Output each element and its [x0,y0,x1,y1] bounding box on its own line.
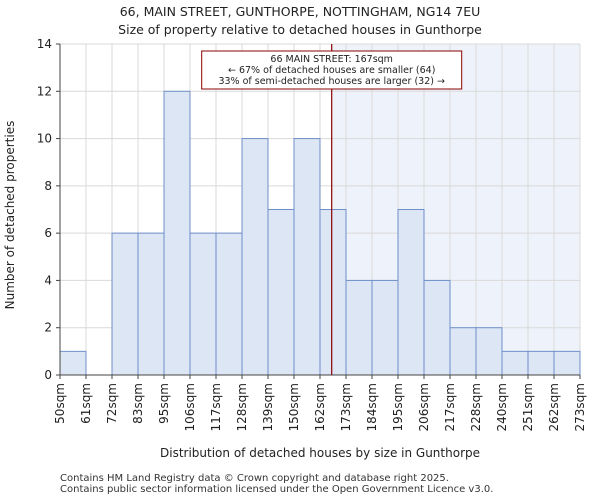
x-tick-label: 262sqm [547,383,561,431]
x-tick-label: 117sqm [209,383,223,431]
bar [189,232,217,376]
x-tick-label: 173sqm [339,383,353,431]
annotation-line: 66 MAIN STREET: 167sqm [270,54,393,65]
bar [163,90,191,376]
x-tick-label: 128sqm [235,383,249,431]
bar [501,350,529,376]
bar-chart: 0 2 4 6 8 10 12 14 50sqm 61sqm 72sqm 83sqm 95sqm 106s… [3,37,587,460]
x-tick-label: 150sqm [287,383,301,431]
bar [527,350,555,376]
y-tick-label: 12 [37,84,52,98]
y-axis-label: Number of detached properties [3,121,17,310]
y-tick-label: 4 [44,273,52,287]
bar [241,138,269,376]
x-axis-label: Distribution of detached houses by size … [160,446,480,460]
chart-title: 66, MAIN STREET, GUNTHORPE, NOTTINGHAM, … [119,4,481,19]
annotation-line: ← 67% of detached houses are smaller (64… [228,65,435,76]
y-tick-label: 6 [44,226,52,240]
annotation-box [201,50,463,90]
bar [449,327,477,376]
x-tick-label: 50sqm [53,383,67,424]
bar [137,232,165,376]
bar [59,350,87,376]
x-tick-label: 72sqm [105,383,119,424]
bar [397,209,425,376]
y-tick-label: 0 [44,368,52,382]
x-tick-label: 95sqm [157,383,171,424]
bar [475,327,503,376]
x-tick-label: 106sqm [183,383,197,431]
x-tick-label: 273sqm [573,383,587,431]
x-tick-label: 206sqm [417,383,431,431]
x-tick-label: 228sqm [469,383,483,431]
y-tick-label: 10 [37,132,52,146]
bar [267,209,295,376]
x-tick-label: 195sqm [391,383,405,431]
footer-licence: Contains public sector information licen… [60,484,494,495]
bar [111,232,139,376]
x-tick-label: 139sqm [261,383,275,431]
bar [553,350,581,376]
x-tick-label: 217sqm [443,383,457,431]
bar [345,279,373,376]
bar [319,209,347,376]
bar [215,232,243,376]
x-tick-label: 251sqm [521,383,535,431]
bar [371,279,399,376]
footer-copyright: Contains HM Land Registry data © Crown c… [60,473,449,484]
chart-subtitle: Size of property relative to detached ho… [118,22,482,37]
x-tick-label: 61sqm [79,383,93,424]
y-tick-label: 14 [37,37,52,51]
x-tick-label: 184sqm [365,383,379,431]
x-tick-label: 162sqm [313,383,327,431]
x-tick-label: 83sqm [131,383,145,424]
annotation-line: 33% of semi-detached houses are larger (… [218,76,445,87]
y-tick-label: 8 [44,179,52,193]
bar [423,279,451,376]
x-tick-label: 240sqm [495,383,509,431]
bar [293,138,321,376]
y-tick-label: 2 [44,321,52,335]
